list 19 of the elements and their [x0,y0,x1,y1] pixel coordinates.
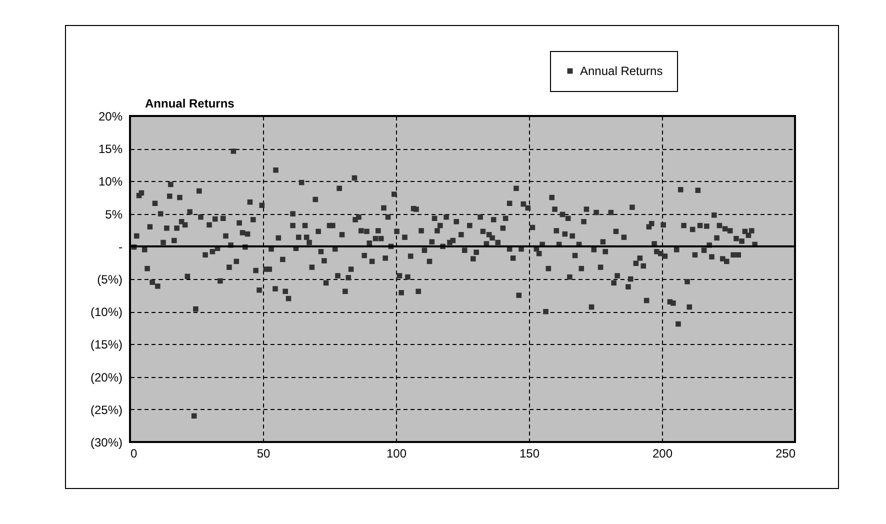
y-tick-label: (15%) [90,338,122,352]
y-tick-label: - [118,240,122,254]
y-tick-label: (25%) [90,402,122,417]
y-tick-label: 10% [98,174,123,189]
x-tick-label: 250 [775,446,796,460]
x-tick-label: 200 [652,446,673,460]
y-tick-label: 15% [98,142,123,156]
y-tick-label: (20%) [90,370,122,384]
y-tick-label: (5%) [97,272,122,286]
x-tick-label: 100 [386,446,407,460]
y-tick-label: 5% [105,207,123,222]
y-tick-label: (10%) [90,305,122,320]
chart-title: Annual Returns [145,96,235,110]
x-tick-label: 0 [130,446,138,460]
legend-label: Annual Returns [580,64,663,78]
x-tick-label: 50 [256,446,270,460]
y-tick-label: 20% [98,110,123,124]
y-tick-label: (30%) [90,436,122,450]
x-tick-label: 150 [519,446,540,460]
